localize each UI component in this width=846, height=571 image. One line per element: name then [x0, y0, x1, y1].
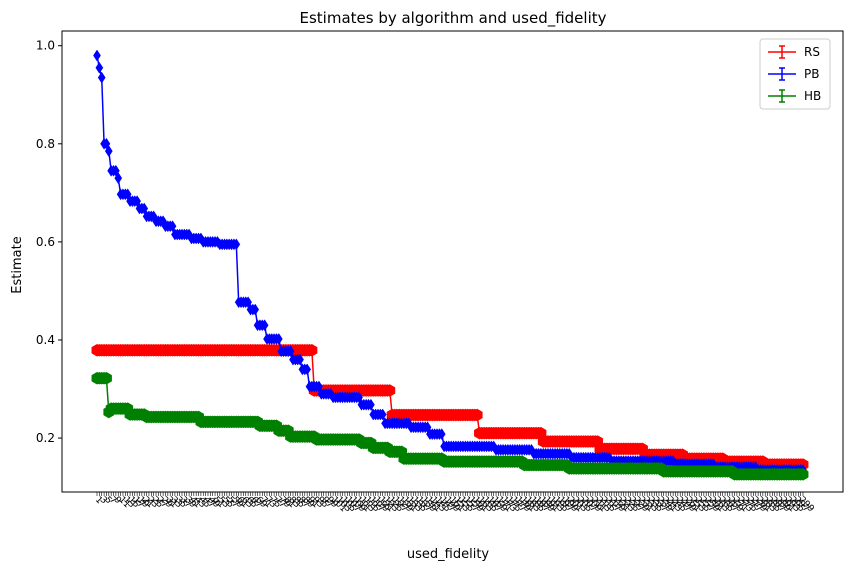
chart-title: Estimates by algorithm and used_fidelity	[299, 9, 606, 28]
legend-item-rs: RS	[768, 45, 820, 59]
data-point	[471, 408, 483, 422]
series-rs	[91, 343, 809, 471]
series-line-pb	[96, 55, 803, 471]
data-point	[296, 353, 304, 366]
legend-label: RS	[804, 45, 820, 59]
x-tick-label: 3	[98, 495, 109, 506]
data-point	[286, 345, 295, 358]
data-point	[168, 220, 177, 233]
data-point	[93, 49, 101, 62]
y-axis-label: Estimate	[10, 236, 25, 293]
data-point	[437, 428, 446, 441]
data-point	[140, 202, 149, 215]
data-point	[274, 333, 283, 345]
data-point	[306, 343, 318, 357]
y-axis: 0.2 0.4 0.6 0.8 1.0	[36, 39, 62, 445]
y-tick-label: 0.8	[36, 137, 55, 151]
legend-item-pb: PB	[768, 67, 819, 81]
x-tick-label: 7	[107, 495, 118, 506]
data-point	[303, 363, 312, 376]
y-tick-label: 0.4	[36, 333, 55, 347]
series-hb	[91, 371, 809, 481]
legend-item-hb: HB	[768, 89, 821, 103]
data-point	[104, 145, 113, 158]
data-point	[97, 71, 106, 84]
x-tick-label: 9	[112, 495, 123, 506]
x-axis-label: used_fidelity	[407, 547, 490, 562]
data-point	[367, 398, 375, 411]
x-tick-label: 1	[93, 495, 104, 506]
data-point	[797, 468, 809, 481]
x-axis: 1357911131517192123252729313335373941434…	[93, 492, 816, 514]
data-point	[260, 319, 269, 332]
legend-label: HB	[804, 89, 821, 103]
y-tick-label: 1.0	[36, 39, 55, 53]
data-point	[95, 61, 104, 74]
legend: RS PB HB	[759, 38, 831, 110]
y-tick-label: 0.2	[36, 431, 55, 445]
data-point	[101, 371, 112, 385]
y-tick-label: 0.6	[36, 235, 55, 249]
data-point	[378, 408, 387, 421]
plot-frame	[61, 30, 844, 493]
legend-label: PB	[804, 67, 819, 81]
data-point	[251, 303, 260, 316]
data-point	[232, 238, 241, 251]
x-tick-label: 5	[102, 495, 113, 506]
data-point	[114, 172, 123, 185]
plot-area	[91, 49, 809, 481]
data-point	[384, 384, 396, 397]
